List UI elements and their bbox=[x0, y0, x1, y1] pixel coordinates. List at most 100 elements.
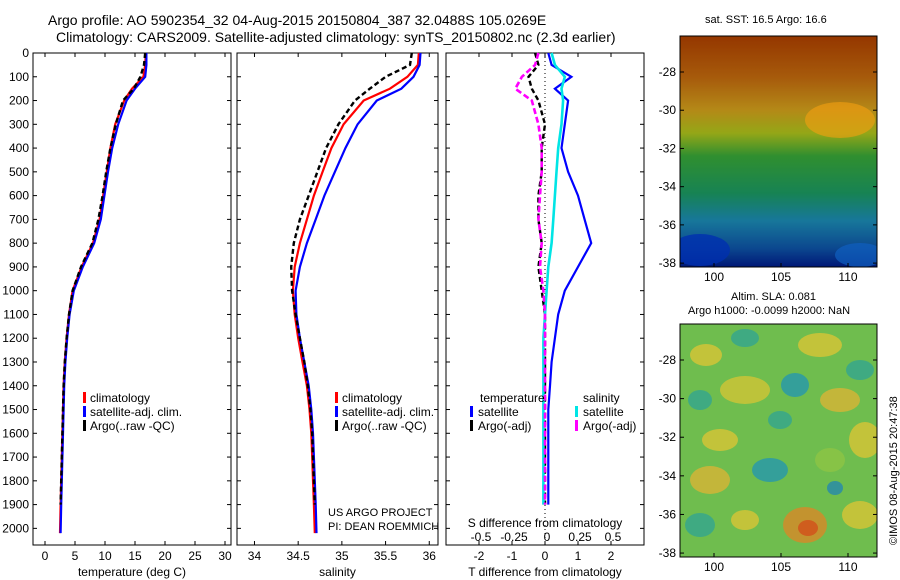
legend-swatch bbox=[83, 420, 86, 431]
x-tick-label: -1 bbox=[507, 549, 518, 563]
legend-label: Argo(-adj) bbox=[583, 419, 636, 433]
depth-tick-label: 1500 bbox=[2, 403, 29, 417]
depth-tick-label: 700 bbox=[9, 212, 29, 226]
x-tick-label: 36 bbox=[423, 549, 437, 563]
sla-field bbox=[680, 324, 877, 557]
depth-tick-label: 500 bbox=[9, 165, 29, 179]
map-x-tick-label: 100 bbox=[704, 560, 724, 574]
map-y-tick-label: -36 bbox=[659, 507, 677, 521]
x-tick-label: 34.5 bbox=[286, 549, 310, 563]
x-tick-label: 2 bbox=[608, 549, 615, 563]
depth-tick-label: 200 bbox=[9, 94, 29, 108]
map-y-tick-label: -38 bbox=[659, 546, 677, 560]
legend-swatch bbox=[335, 392, 338, 403]
map-y-tick-label: -36 bbox=[659, 218, 677, 232]
x-tick-label-top: -0.5 bbox=[471, 530, 492, 544]
page-title: Argo profile: AO 5902354_32 04-Aug-2015 … bbox=[48, 12, 547, 28]
sla-map-title-line1: Altim. SLA: 0.081 bbox=[731, 291, 816, 303]
legend-swatch bbox=[335, 420, 338, 431]
series-line-salinity-satellite bbox=[542, 52, 567, 505]
x-tick-label: 35 bbox=[335, 549, 349, 563]
legend-header-temperature: temperature bbox=[480, 391, 545, 405]
panel-frame bbox=[32, 52, 232, 546]
map-y-tick-label: -34 bbox=[659, 180, 677, 194]
map-x-tick-label: 110 bbox=[838, 270, 857, 284]
x-tick-label-top: 0.5 bbox=[605, 530, 622, 544]
sst-field bbox=[680, 36, 877, 267]
sla-texture bbox=[680, 324, 877, 557]
series-line-salinity-argo-adj- bbox=[513, 52, 547, 505]
x-axis-label: temperature (deg C) bbox=[78, 565, 186, 579]
map-y-tick-label: -34 bbox=[659, 469, 677, 483]
x-tick-label-top: -0.25 bbox=[500, 530, 528, 544]
legend-swatch bbox=[575, 420, 578, 431]
map-x-tick-label: 110 bbox=[838, 560, 857, 574]
project-label-line1: US ARGO PROJECT bbox=[328, 507, 433, 519]
x-tick-label: 25 bbox=[188, 549, 202, 563]
depth-tick-label: 1600 bbox=[2, 426, 29, 440]
x-tick-label-top: 0.25 bbox=[568, 530, 592, 544]
profile-panel-3: -2 -1 0 1 2 T difference from climatology S di… bbox=[445, 52, 645, 579]
x-tick-label: -2 bbox=[474, 549, 485, 563]
profile-panel-1: 0 5 10 15 20 25 30 temperature (deg C) climatolo… bbox=[32, 52, 232, 579]
legend-label: satellite-adj. clim. bbox=[90, 405, 182, 419]
sla-map-title-line2: Argo h1000: -0.0099 h2000: NaN bbox=[688, 305, 851, 317]
depth-tick-label: 100 bbox=[9, 70, 29, 84]
depth-tick-label: 1800 bbox=[2, 474, 29, 488]
legend-label: Argo(-adj) bbox=[478, 419, 531, 433]
series-line-argo-raw-qc- bbox=[289, 52, 413, 505]
map-frame bbox=[679, 323, 878, 558]
depth-tick-label: 1400 bbox=[2, 379, 29, 393]
x-tick-label: 34 bbox=[248, 549, 262, 563]
depth-tick-label: 1700 bbox=[2, 450, 29, 464]
depth-tick-label: 300 bbox=[9, 117, 29, 131]
x-tick-label: 10 bbox=[98, 549, 112, 563]
x-tick-label: 20 bbox=[158, 549, 172, 563]
map-y-tick-label: -28 bbox=[659, 353, 677, 367]
x-tick-label-top: 0 bbox=[544, 530, 551, 544]
imos-side-label: ©IMOS 08-Aug-2015 20:47:38 bbox=[888, 396, 900, 545]
legend-swatch bbox=[470, 406, 473, 417]
legend-swatch bbox=[335, 406, 338, 417]
depth-tick-label: 1900 bbox=[2, 498, 29, 512]
x-axis-label: salinity bbox=[319, 565, 356, 579]
map-y-tick-label: -30 bbox=[659, 103, 677, 117]
x-axis-label: T difference from climatology bbox=[468, 565, 622, 579]
depth-tick-label: 2000 bbox=[2, 521, 29, 535]
depth-tick-label: 1100 bbox=[3, 307, 29, 321]
x-tick-label: 1 bbox=[575, 549, 582, 563]
map-y-tick-label: -32 bbox=[659, 430, 677, 444]
depth-tick-label: 1000 bbox=[2, 284, 29, 298]
x-tick-label: 30 bbox=[218, 549, 232, 563]
legend-swatch bbox=[470, 420, 473, 431]
x-tick-label: 0 bbox=[542, 549, 549, 563]
legend-label: climatology bbox=[342, 391, 402, 405]
legend-label: Argo(..raw -QC) bbox=[342, 419, 427, 433]
sst-texture bbox=[680, 36, 877, 267]
depth-tick-label: 800 bbox=[9, 236, 29, 250]
project-label-line2: PI: DEAN ROEMMICH bbox=[328, 521, 440, 533]
sst-map: -28 -30 -32 -34 -36 -38 100 105 110 bbox=[659, 35, 878, 284]
legend-label: satellite-adj. clim. bbox=[342, 405, 434, 419]
legend-label: satellite bbox=[583, 405, 624, 419]
map-frame bbox=[679, 35, 878, 268]
profile-panel-2: 34 34.5 35 35.5 36 salinity climatologysatelli… bbox=[236, 52, 439, 579]
panel-frame bbox=[236, 52, 439, 546]
x-tick-label: 35.5 bbox=[374, 549, 398, 563]
x-tick-label: 0 bbox=[42, 549, 49, 563]
map-x-tick-label: 105 bbox=[771, 560, 791, 574]
depth-tick-label: 1200 bbox=[2, 331, 29, 345]
sst-cold-patch bbox=[835, 243, 877, 267]
legend-label: climatology bbox=[90, 391, 150, 405]
depth-tick-label: 1300 bbox=[2, 355, 29, 369]
depth-tick-label: 900 bbox=[9, 260, 29, 274]
map-y-tick-label: -28 bbox=[659, 65, 677, 79]
sst-map-title: sat. SST: 16.5 Argo: 16.6 bbox=[705, 14, 827, 26]
x-axis-label-top: S difference from climatology bbox=[468, 516, 623, 530]
legend-swatch bbox=[83, 406, 86, 417]
x-tick-label: 5 bbox=[72, 549, 79, 563]
depth-tick-label: 600 bbox=[9, 189, 29, 203]
x-tick-label: 15 bbox=[128, 549, 142, 563]
legend-header-salinity: salinity bbox=[583, 391, 620, 405]
